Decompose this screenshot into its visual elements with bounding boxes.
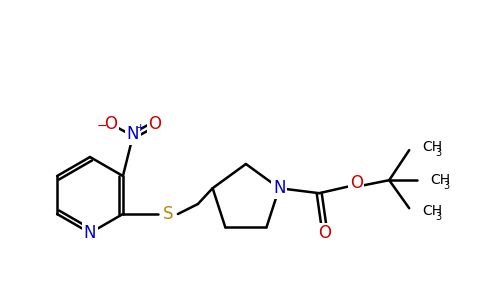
Text: 3: 3 (443, 181, 449, 191)
Text: O: O (149, 115, 161, 133)
Text: 3: 3 (435, 148, 441, 158)
Text: N: N (127, 125, 139, 143)
Text: CH: CH (422, 204, 442, 218)
Text: N: N (273, 179, 286, 197)
Text: +: + (136, 123, 146, 133)
Text: N: N (84, 224, 96, 242)
Text: S: S (163, 205, 173, 223)
Text: O: O (318, 224, 331, 242)
Text: O: O (350, 174, 363, 192)
Text: CH: CH (422, 140, 442, 154)
Text: 3: 3 (435, 212, 441, 222)
Text: −: − (97, 119, 107, 133)
Text: CH: CH (430, 173, 450, 187)
Text: O: O (105, 115, 118, 133)
